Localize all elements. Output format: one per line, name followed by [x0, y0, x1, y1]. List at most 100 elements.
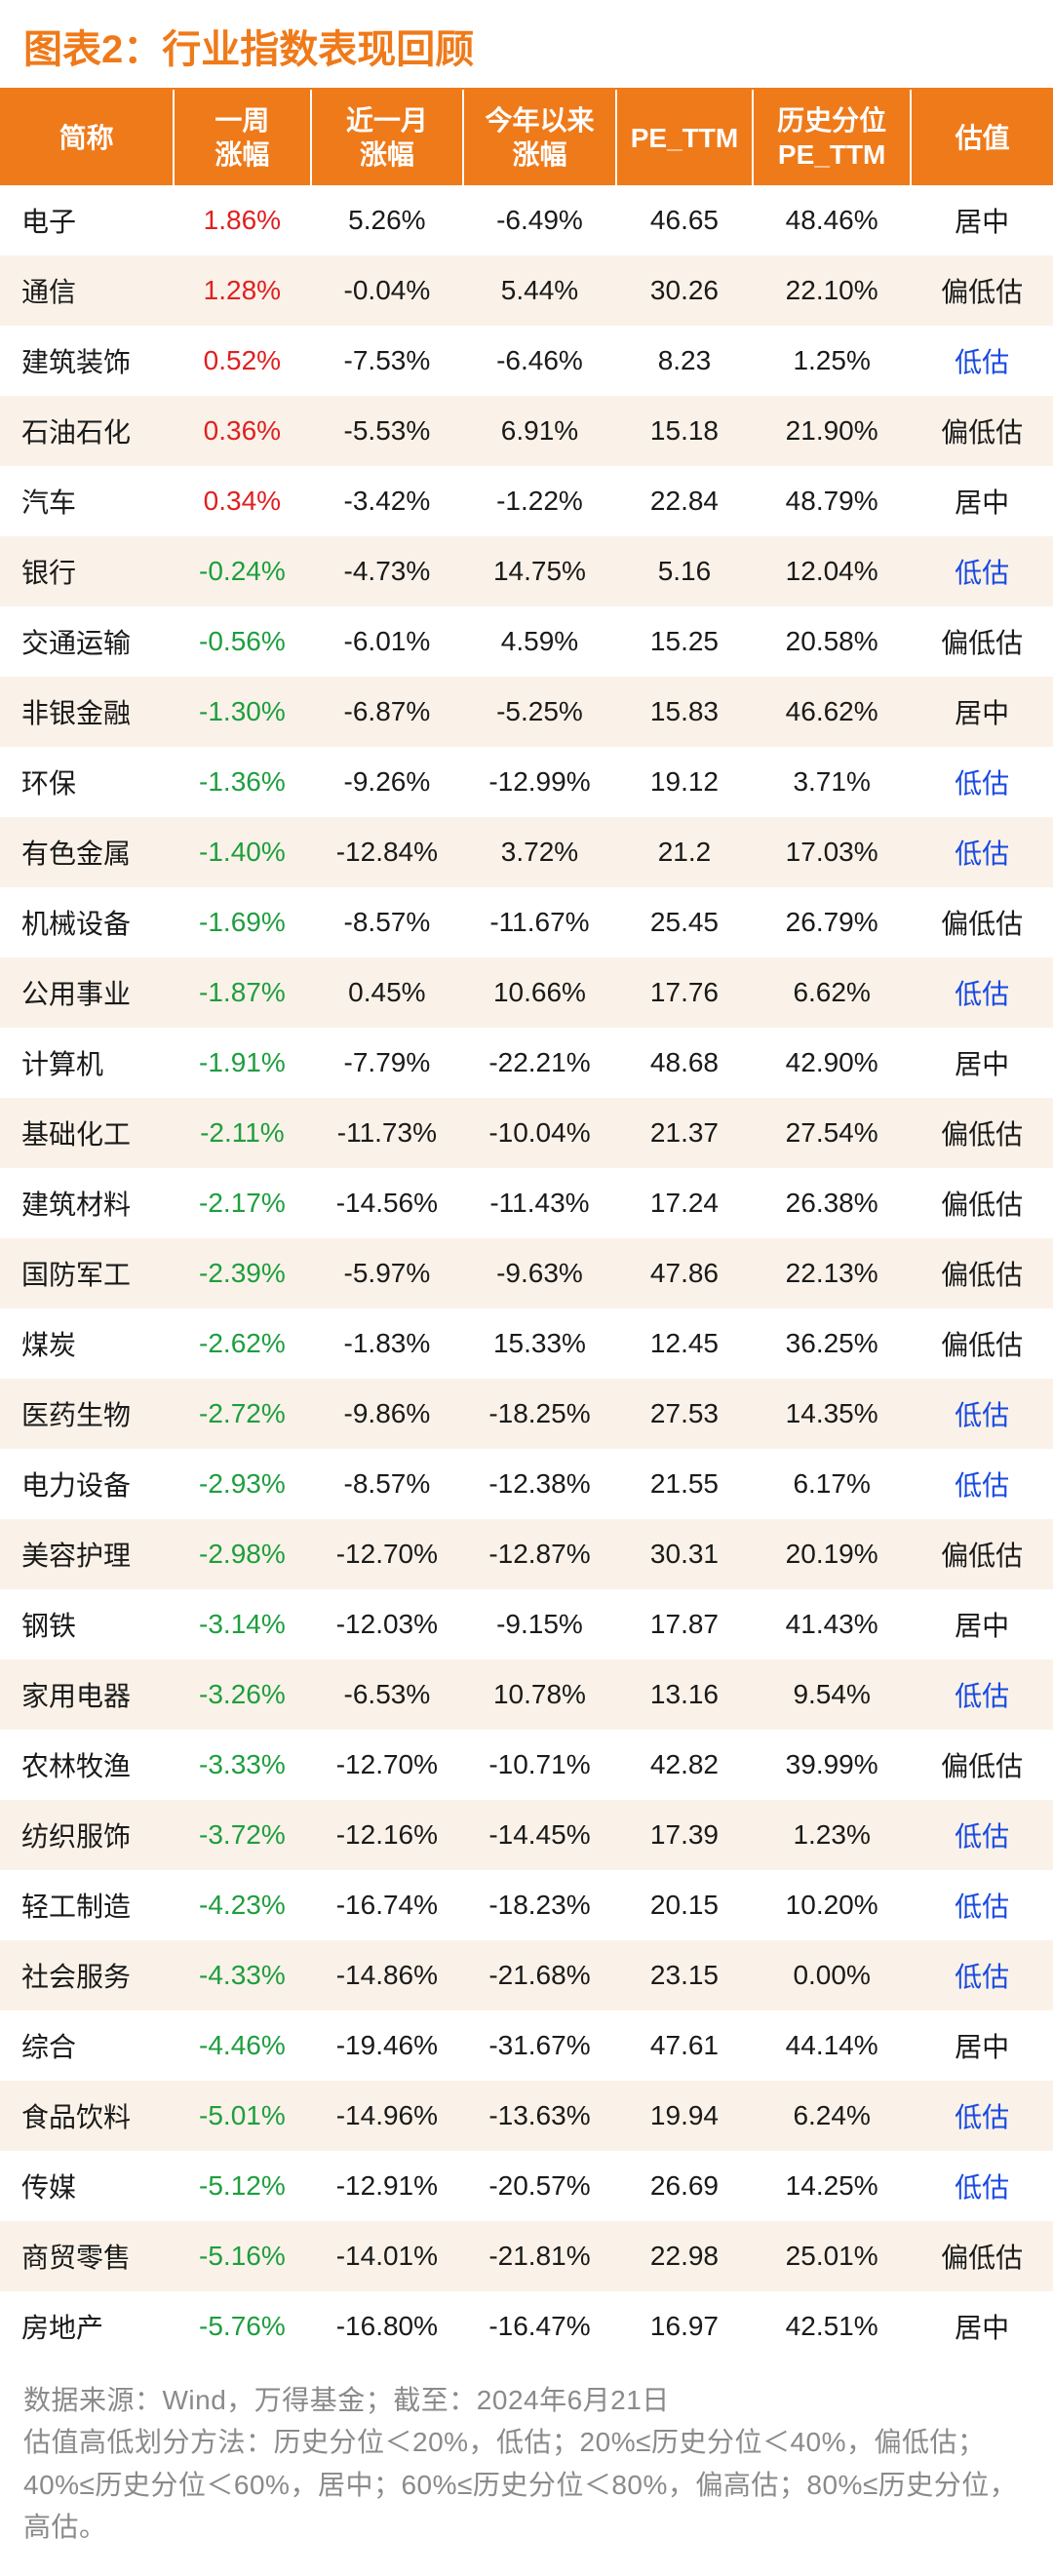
cell-month: -0.04%	[311, 255, 464, 326]
cell-name: 电力设备	[0, 1449, 174, 1519]
cell-valuation: 居中	[911, 466, 1053, 536]
cell-month: -16.74%	[311, 1870, 464, 1940]
cell-pettm: 19.12	[616, 747, 753, 817]
table-row: 电子1.86%5.26%-6.49%46.6548.46%居中	[0, 185, 1053, 255]
cell-ytd: -20.57%	[463, 2151, 616, 2221]
cell-hist: 46.62%	[753, 677, 911, 747]
cell-ytd: 4.59%	[463, 606, 616, 677]
cell-month: -7.79%	[311, 1028, 464, 1098]
cell-valuation: 低估	[911, 1449, 1053, 1519]
cell-ytd: -11.43%	[463, 1168, 616, 1238]
cell-name: 计算机	[0, 1028, 174, 1098]
table-row: 美容护理-2.98%-12.70%-12.87%30.3120.19%偏低估	[0, 1519, 1053, 1589]
table-row: 钢铁-3.14%-12.03%-9.15%17.8741.43%居中	[0, 1589, 1053, 1659]
cell-ytd: -10.04%	[463, 1098, 616, 1168]
cell-ytd: -9.63%	[463, 1238, 616, 1308]
header-hist: 历史分位PE_TTM	[753, 90, 911, 185]
cell-pettm: 12.45	[616, 1308, 753, 1379]
cell-month: -8.57%	[311, 1449, 464, 1519]
cell-pettm: 27.53	[616, 1379, 753, 1449]
table-row: 房地产-5.76%-16.80%-16.47%16.9742.51%居中	[0, 2291, 1053, 2361]
table-row: 银行-0.24%-4.73%14.75%5.1612.04%低估	[0, 536, 1053, 606]
cell-name: 美容护理	[0, 1519, 174, 1589]
cell-week: -2.62%	[174, 1308, 310, 1379]
cell-valuation: 低估	[911, 326, 1053, 396]
cell-month: -14.96%	[311, 2081, 464, 2151]
cell-name: 环保	[0, 747, 174, 817]
cell-ytd: -13.63%	[463, 2081, 616, 2151]
cell-month: -6.87%	[311, 677, 464, 747]
header-month: 近一月涨幅	[311, 90, 464, 185]
cell-week: 1.86%	[174, 185, 310, 255]
cell-name: 电子	[0, 185, 174, 255]
table-row: 公用事业-1.87%0.45%10.66%17.766.62%低估	[0, 957, 1053, 1028]
cell-hist: 42.51%	[753, 2291, 911, 2361]
cell-week: -1.30%	[174, 677, 310, 747]
cell-hist: 39.99%	[753, 1730, 911, 1800]
cell-hist: 0.00%	[753, 1940, 911, 2010]
cell-pettm: 5.16	[616, 536, 753, 606]
cell-pettm: 47.61	[616, 2010, 753, 2081]
cell-week: -2.93%	[174, 1449, 310, 1519]
cell-name: 建筑材料	[0, 1168, 174, 1238]
cell-ytd: 10.66%	[463, 957, 616, 1028]
cell-valuation: 低估	[911, 536, 1053, 606]
cell-month: -12.03%	[311, 1589, 464, 1659]
cell-week: -3.26%	[174, 1659, 310, 1730]
table-row: 交通运输-0.56%-6.01%4.59%15.2520.58%偏低估	[0, 606, 1053, 677]
cell-month: -7.53%	[311, 326, 464, 396]
cell-week: -3.33%	[174, 1730, 310, 1800]
cell-pettm: 25.45	[616, 887, 753, 957]
cell-ytd: 6.91%	[463, 396, 616, 466]
footnote-source: 数据来源：Wind，万得基金；截至：2024年6月21日	[23, 2379, 1030, 2421]
table-row: 社会服务-4.33%-14.86%-21.68%23.150.00%低估	[0, 1940, 1053, 2010]
cell-week: -0.24%	[174, 536, 310, 606]
cell-week: -1.40%	[174, 817, 310, 887]
cell-ytd: 14.75%	[463, 536, 616, 606]
cell-hist: 3.71%	[753, 747, 911, 817]
cell-month: -3.42%	[311, 466, 464, 536]
footnote: 数据来源：Wind，万得基金；截至：2024年6月21日 估值高低划分方法：历史…	[0, 2361, 1053, 2576]
cell-name: 汽车	[0, 466, 174, 536]
table-row: 国防军工-2.39%-5.97%-9.63%47.8622.13%偏低估	[0, 1238, 1053, 1308]
cell-name: 纺织服饰	[0, 1800, 174, 1870]
cell-hist: 6.17%	[753, 1449, 911, 1519]
cell-ytd: -12.99%	[463, 747, 616, 817]
cell-hist: 22.10%	[753, 255, 911, 326]
table-body: 电子1.86%5.26%-6.49%46.6548.46%居中通信1.28%-0…	[0, 185, 1053, 2361]
table-row: 食品饮料-5.01%-14.96%-13.63%19.946.24%低估	[0, 2081, 1053, 2151]
cell-hist: 14.25%	[753, 2151, 911, 2221]
cell-hist: 6.24%	[753, 2081, 911, 2151]
cell-valuation: 偏低估	[911, 887, 1053, 957]
table-row: 环保-1.36%-9.26%-12.99%19.123.71%低估	[0, 747, 1053, 817]
table-row: 煤炭-2.62%-1.83%15.33%12.4536.25%偏低估	[0, 1308, 1053, 1379]
table-row: 汽车0.34%-3.42%-1.22%22.8448.79%居中	[0, 466, 1053, 536]
cell-hist: 17.03%	[753, 817, 911, 887]
cell-ytd: -6.49%	[463, 185, 616, 255]
cell-valuation: 居中	[911, 677, 1053, 747]
cell-ytd: -18.25%	[463, 1379, 616, 1449]
cell-pettm: 42.82	[616, 1730, 753, 1800]
cell-week: -1.91%	[174, 1028, 310, 1098]
cell-month: -9.26%	[311, 747, 464, 817]
cell-name: 农林牧渔	[0, 1730, 174, 1800]
cell-month: -12.91%	[311, 2151, 464, 2221]
cell-ytd: -16.47%	[463, 2291, 616, 2361]
cell-hist: 12.04%	[753, 536, 911, 606]
cell-pettm: 30.26	[616, 255, 753, 326]
cell-valuation: 偏低估	[911, 1519, 1053, 1589]
cell-ytd: -1.22%	[463, 466, 616, 536]
cell-hist: 48.46%	[753, 185, 911, 255]
cell-week: 0.52%	[174, 326, 310, 396]
cell-hist: 6.62%	[753, 957, 911, 1028]
cell-valuation: 低估	[911, 747, 1053, 817]
cell-month: -1.83%	[311, 1308, 464, 1379]
cell-week: -4.46%	[174, 2010, 310, 2081]
cell-valuation: 偏低估	[911, 1098, 1053, 1168]
cell-valuation: 偏低估	[911, 606, 1053, 677]
cell-month: -5.53%	[311, 396, 464, 466]
header-name: 简称	[0, 90, 174, 185]
cell-valuation: 居中	[911, 2010, 1053, 2081]
cell-name: 煤炭	[0, 1308, 174, 1379]
cell-week: 0.34%	[174, 466, 310, 536]
